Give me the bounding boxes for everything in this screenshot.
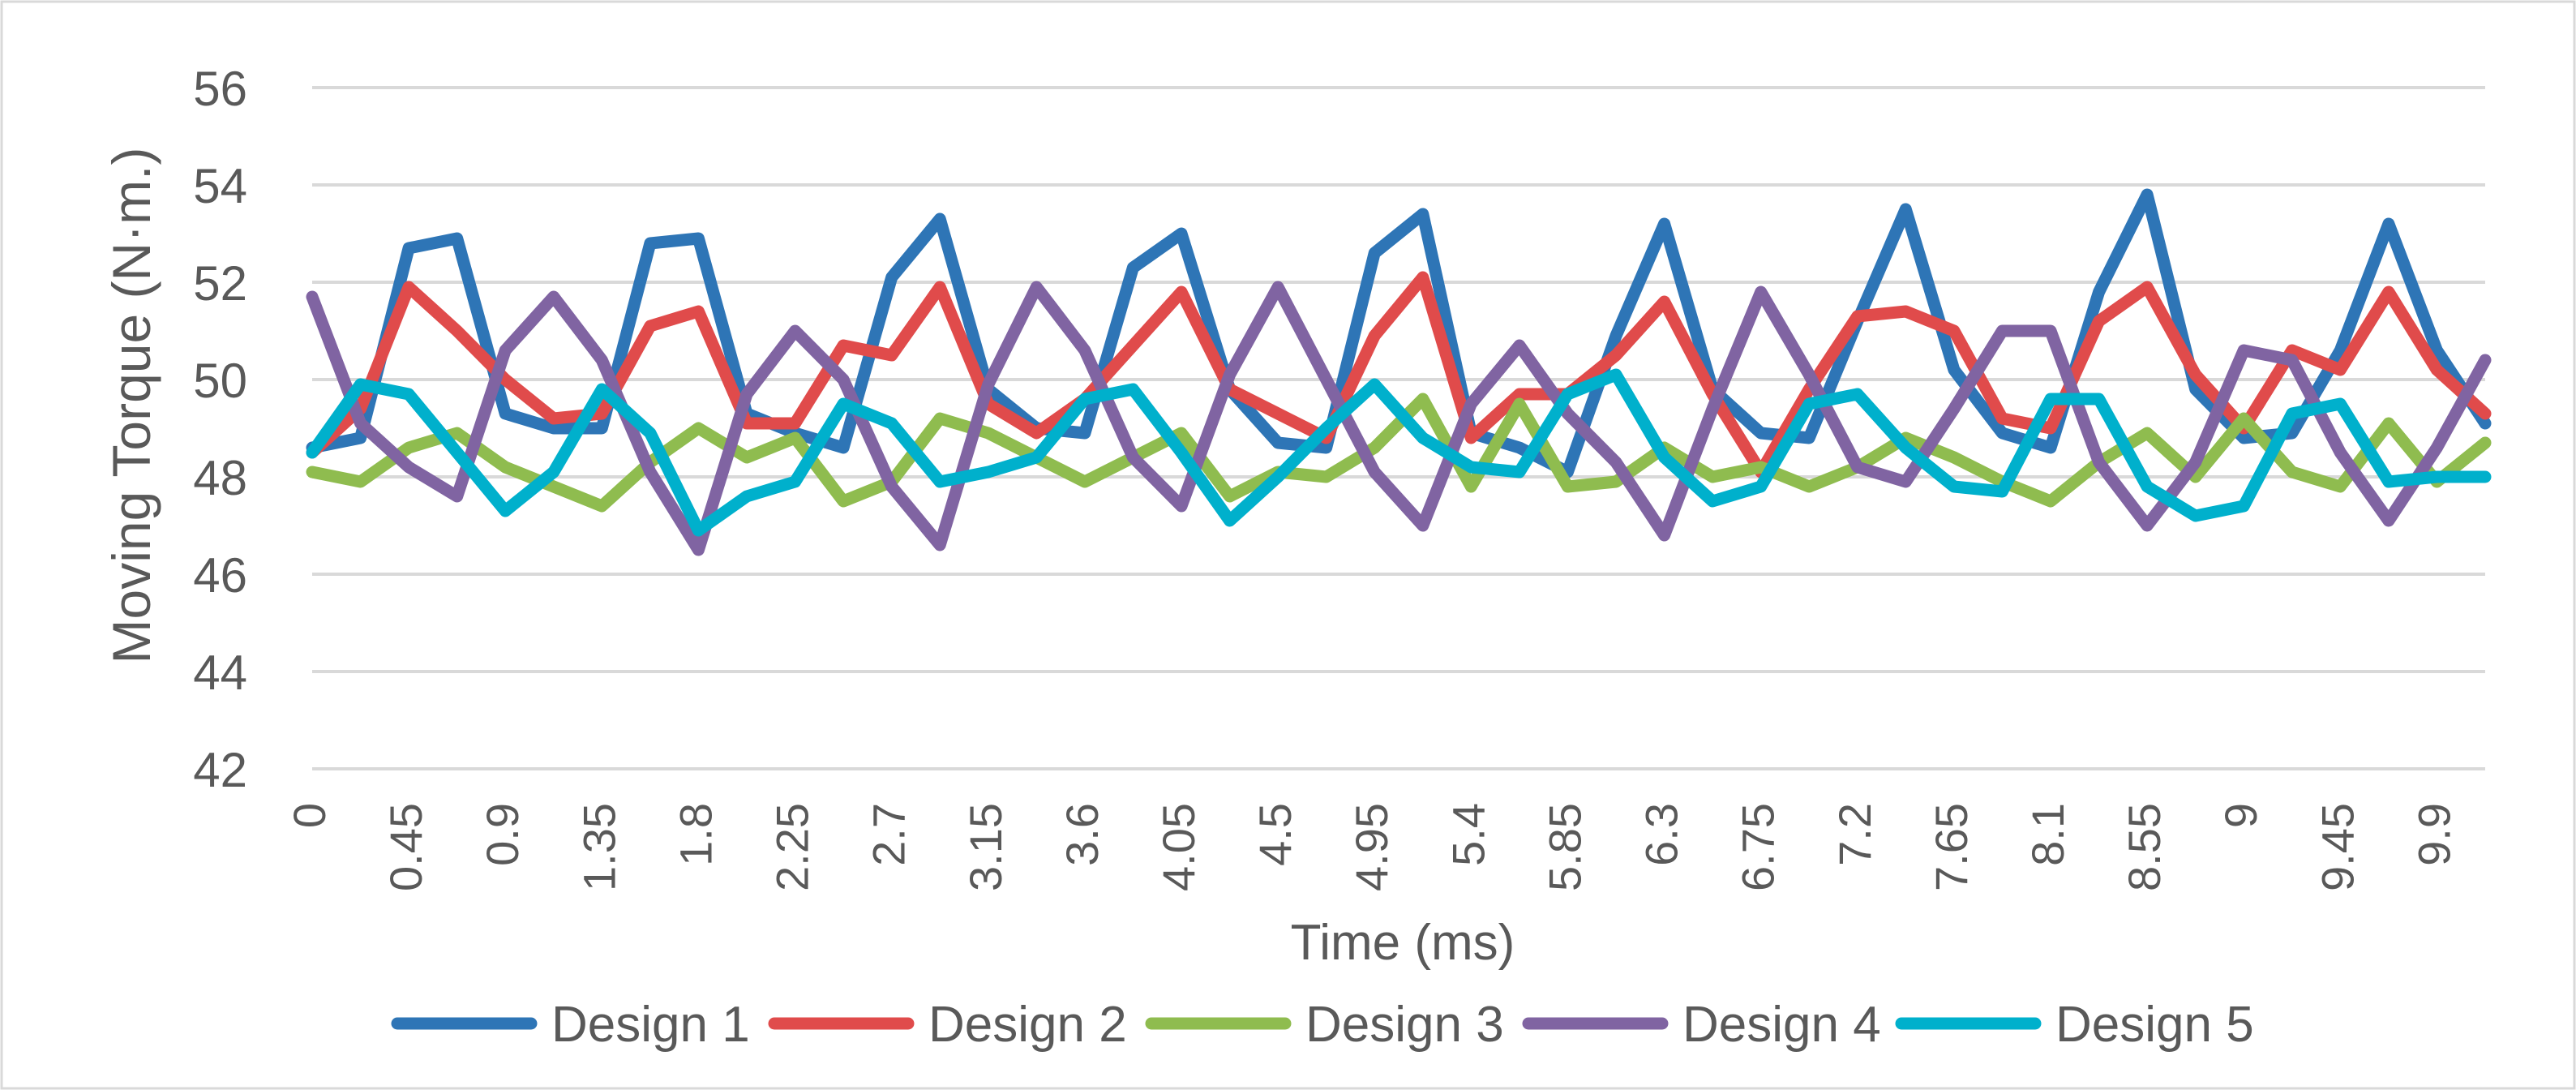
y-tick-label: 44 [193, 646, 247, 700]
legend-label-design-2: Design 2 [928, 997, 1127, 1053]
x-tick-label: 2.25 [767, 803, 818, 891]
y-axis-title: Moving Torque (N·m.) [101, 148, 161, 664]
x-tick-label: 1.35 [573, 803, 624, 891]
y-tick-label: 48 [193, 451, 247, 505]
x-tick-label: 3.15 [960, 803, 1011, 891]
x-tick-label: 0 [284, 803, 335, 828]
x-axis-title: Time (ms) [1291, 915, 1515, 971]
x-tick-label: 2.7 [864, 803, 915, 866]
x-tick-label: 7.65 [1926, 803, 1977, 891]
x-tick-label: 5.85 [1539, 803, 1590, 891]
x-tick-label: 9 [2215, 803, 2266, 828]
x-tick-label: 8.55 [2119, 803, 2170, 891]
y-tick-label: 50 [193, 354, 247, 408]
x-tick-label: 8.1 [2022, 803, 2073, 866]
x-tick-label: 6.3 [1636, 803, 1687, 866]
legend-label-design-5: Design 5 [2055, 997, 2254, 1053]
y-tick-label: 52 [193, 256, 247, 311]
legend: Design 1 Design 2 Design 3 Design 4 Design 5 [391, 997, 2254, 1053]
series-line-design-4 [306, 281, 2492, 556]
x-tick-label: 0.45 [380, 803, 431, 891]
x-axis-tick-labels: 0 0.45 0.9 1.35 1.8 2.25 2.7 3.15 3.6 4.05 4.5 4.95… [284, 803, 2459, 891]
series-line-design-5 [306, 368, 2492, 537]
x-tick-label: 7.2 [1829, 803, 1880, 866]
x-tick-label: 0.9 [477, 803, 528, 866]
x-tick-label: 3.6 [1057, 803, 1108, 866]
y-tick-label: 54 [193, 159, 247, 213]
x-tick-label: 9.9 [2408, 803, 2459, 866]
y-tick-label: 56 [193, 62, 247, 116]
y-tick-label: 42 [193, 743, 247, 797]
x-tick-label: 6.75 [1733, 803, 1784, 891]
x-tick-label: 5.4 [1442, 803, 1494, 866]
x-tick-label: 4.95 [1346, 803, 1397, 891]
legend-label-design-4: Design 4 [1682, 997, 1881, 1053]
x-tick-label: 1.8 [670, 803, 721, 866]
series-lines [306, 188, 2492, 556]
series-line-design-2 [306, 271, 2492, 478]
y-axis-tick-labels: 42 44 46 48 50 52 54 56 [193, 62, 247, 797]
series-line-design-1 [306, 188, 2492, 478]
legend-label-design-1: Design 1 [551, 997, 750, 1053]
x-tick-label: 4.05 [1153, 803, 1204, 891]
y-tick-label: 46 [193, 548, 247, 603]
x-tick-label: 4.5 [1249, 803, 1301, 866]
x-tick-label: 9.45 [2312, 803, 2363, 891]
legend-label-design-3: Design 3 [1305, 997, 1504, 1053]
